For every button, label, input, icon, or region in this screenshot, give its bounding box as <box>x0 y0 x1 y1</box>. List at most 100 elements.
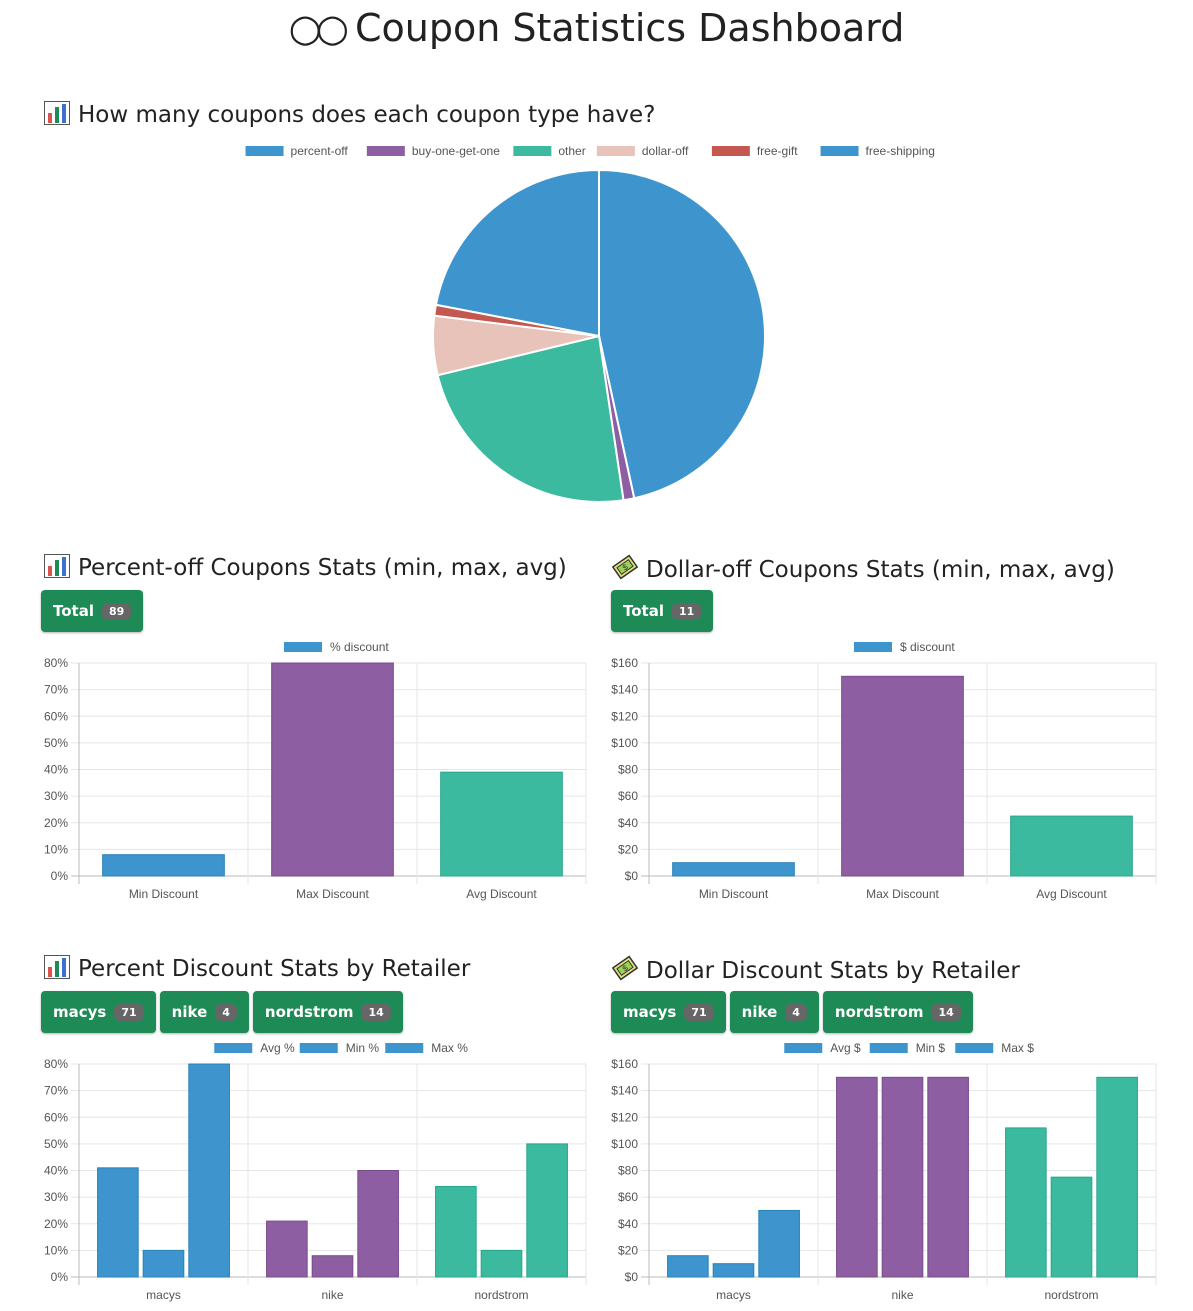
legend-item: Max $ <box>955 1041 1034 1055</box>
y-tick-label: 70% <box>44 683 68 697</box>
legend-item: free-gift <box>711 144 798 158</box>
count-badge: 4 <box>785 1003 807 1021</box>
pie-slice-percent-off <box>598 168 766 500</box>
legend-label: Min % <box>346 1041 380 1055</box>
legend-item: Avg % <box>214 1041 295 1055</box>
bar-max-discount <box>271 662 394 877</box>
legend-item: Avg $ <box>784 1041 861 1055</box>
bar-nike <box>836 1076 878 1278</box>
legend-item: Min % <box>299 1041 380 1055</box>
button-label: Total <box>623 602 664 620</box>
retailer-button-nike[interactable]: nike 4 <box>159 991 249 1033</box>
bar-min-discount <box>102 854 225 877</box>
y-tick-label: $140 <box>611 683 638 697</box>
x-tick-label: Max Discount <box>296 887 369 901</box>
y-tick-label: $60 <box>618 789 638 803</box>
retailer-button-nordstrom[interactable]: nordstrom 14 <box>822 991 973 1033</box>
bar-nike <box>357 1170 399 1278</box>
legend-swatch <box>596 146 635 156</box>
svg-text:$: $ <box>621 963 630 973</box>
coupon-types-pie-chart: percent-off buy-one-get-one other dollar-of… <box>245 144 935 503</box>
y-tick-label: $40 <box>618 1217 638 1231</box>
count-badge: 14 <box>931 1003 961 1021</box>
bar-nordstrom <box>480 1249 523 1278</box>
y-tick-label: 80% <box>44 1057 68 1071</box>
y-tick-label: $120 <box>611 709 638 723</box>
bar-nordstrom <box>1096 1076 1138 1278</box>
x-tick-label: Avg Discount <box>1036 887 1107 901</box>
x-tick-label: nordstrom <box>1044 1288 1098 1302</box>
y-tick-label: $160 <box>611 656 638 670</box>
retailer-button-nike[interactable]: nike 4 <box>729 991 819 1033</box>
y-tick-label: 50% <box>44 736 68 750</box>
legend-item: Min $ <box>869 1041 946 1055</box>
dollar-stats-bar-chart: $ discount $0 $20 $40 $60 $80 $100 $120 $140 $160… <box>611 640 1157 901</box>
y-tick-label: $60 <box>618 1190 638 1204</box>
y-tick-label: $160 <box>611 1057 638 1071</box>
button-label: macys <box>53 1003 107 1021</box>
count-badge: 11 <box>671 602 702 620</box>
bar-nordstrom <box>526 1143 568 1278</box>
dollar-stats-badges: Total 11 <box>611 590 714 632</box>
legend-label: Min $ <box>916 1041 946 1055</box>
y-tick-label: 0% <box>51 869 69 883</box>
legend-label: Max $ <box>1001 1041 1034 1055</box>
legend-label: Avg $ <box>830 1041 861 1055</box>
total-button[interactable]: Total 89 <box>41 590 144 632</box>
legend-label: Avg % <box>260 1041 295 1055</box>
money-icon: $ <box>611 554 639 586</box>
bar-avg-discount <box>440 771 563 877</box>
total-button[interactable]: Total 11 <box>611 590 714 632</box>
y-tick-label: $100 <box>611 1137 638 1151</box>
retailer-button-nordstrom[interactable]: nordstrom 14 <box>252 991 403 1033</box>
bar-nike <box>881 1076 924 1278</box>
legend-label: dollar-off <box>642 144 689 158</box>
bar-macys <box>758 1209 800 1278</box>
legend-swatch <box>245 146 284 156</box>
y-tick-label: 10% <box>44 1243 68 1257</box>
button-label: nike <box>741 1003 778 1021</box>
legend-swatch <box>366 146 405 156</box>
legend-item: $ discount <box>854 640 955 654</box>
bar-macys <box>667 1255 709 1278</box>
legend-label: percent-off <box>291 144 349 158</box>
pie-slice-other <box>436 334 625 503</box>
x-tick-label: nike <box>321 1288 343 1302</box>
retailer-button-macys[interactable]: macys 71 <box>41 991 156 1033</box>
bar-nike <box>266 1220 308 1278</box>
y-tick-label: 60% <box>44 709 68 723</box>
percent-retailer-bar-chart: Avg % Min % Max % 0% 10% 20% 30% 40% 50% 60% 70% 80… <box>44 1041 587 1302</box>
percent-stats-badges: Total 89 <box>41 590 144 632</box>
bar-chart-icon <box>44 101 70 131</box>
button-label: nordstrom <box>834 1003 924 1021</box>
x-tick-label: Max Discount <box>866 887 939 901</box>
section-heading-dollar-stats: $ Dollar-off Coupons Stats (min, max, av… <box>611 554 1115 586</box>
bar-macys <box>712 1263 755 1278</box>
y-tick-label: 70% <box>44 1084 68 1098</box>
legend-item: dollar-off <box>596 144 689 158</box>
legend-label: $ discount <box>900 640 955 654</box>
legend-swatch <box>711 146 750 156</box>
y-tick-label: 20% <box>44 816 68 830</box>
section-heading-dollar-retailer: $ Dollar Discount Stats by Retailer <box>611 955 1020 987</box>
x-tick-label: nordstrom <box>474 1288 528 1302</box>
legend-swatch <box>299 1043 338 1053</box>
bar-macys <box>188 1063 230 1278</box>
x-tick-label: Min Discount <box>129 887 199 901</box>
y-tick-label: $20 <box>618 842 638 856</box>
bar-nordstrom <box>435 1185 477 1278</box>
retailer-button-macys[interactable]: macys 71 <box>611 991 726 1033</box>
bar-chart-icon <box>44 955 70 985</box>
legend-swatch <box>214 1043 253 1053</box>
legend-label: free-shipping <box>866 144 935 158</box>
y-tick-label: $80 <box>618 763 638 777</box>
bar-macys <box>142 1249 185 1278</box>
bar-macys <box>97 1167 139 1278</box>
infinity-icon: ○○ <box>288 6 349 50</box>
section-heading-text: Dollar Discount Stats by Retailer <box>646 958 1020 984</box>
section-heading-text: How many coupons does each coupon type h… <box>78 102 656 128</box>
legend-swatch <box>284 642 322 652</box>
count-badge: 4 <box>215 1003 237 1021</box>
count-badge: 71 <box>114 1003 144 1021</box>
y-tick-label: $80 <box>618 1164 638 1178</box>
